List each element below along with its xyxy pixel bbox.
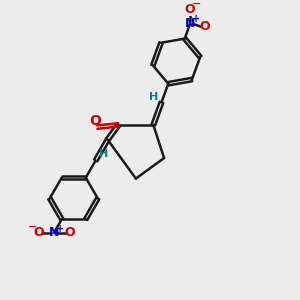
Text: +: + (192, 14, 200, 24)
Text: −: − (192, 0, 201, 9)
Text: +: + (56, 224, 64, 234)
Text: O: O (185, 3, 195, 16)
Text: O: O (200, 20, 210, 33)
Text: O: O (64, 226, 75, 239)
Text: O: O (33, 226, 44, 239)
Text: O: O (89, 114, 101, 128)
Text: H: H (99, 149, 108, 159)
Text: −: − (28, 221, 37, 232)
Text: H: H (149, 92, 158, 102)
Text: N: N (185, 17, 195, 31)
Text: N: N (49, 226, 59, 239)
